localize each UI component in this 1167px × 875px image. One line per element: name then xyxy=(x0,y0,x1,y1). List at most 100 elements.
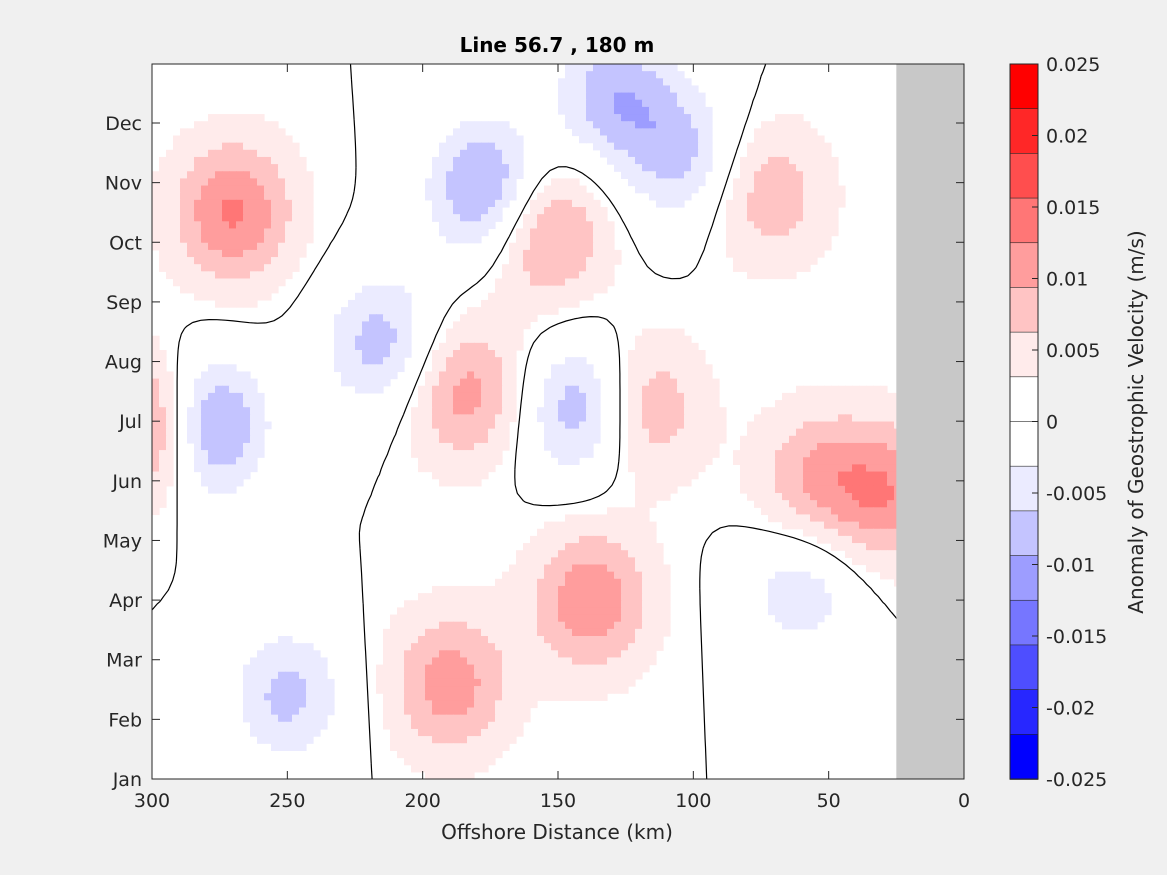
contour-cell xyxy=(614,543,622,551)
contour-cell xyxy=(656,392,664,401)
contour-cell xyxy=(866,471,874,480)
contour-cell xyxy=(803,264,811,272)
contour-cell xyxy=(264,185,272,194)
contour-cell xyxy=(460,400,468,408)
contour-cell xyxy=(516,164,524,172)
contour-cell xyxy=(628,428,636,437)
contour-cell xyxy=(698,385,706,394)
contour-cell xyxy=(292,657,300,666)
contour-cell xyxy=(502,371,510,380)
contour-cell xyxy=(684,364,692,373)
contour-cell xyxy=(187,435,195,444)
contour-cell xyxy=(761,221,769,230)
contour-cell xyxy=(698,371,706,380)
contour-cell xyxy=(488,736,496,744)
contour-cell xyxy=(691,128,699,137)
contour-cell xyxy=(789,428,797,437)
contour-cell xyxy=(789,621,797,630)
contour-cell xyxy=(621,156,629,165)
contour-cell xyxy=(852,507,860,516)
contour-cell xyxy=(782,164,790,172)
contour-cell xyxy=(593,671,601,680)
contour-cell xyxy=(565,242,573,251)
contour-cell xyxy=(698,99,706,108)
contour-cell xyxy=(467,636,475,644)
contour-cell xyxy=(600,535,608,544)
contour-cell xyxy=(243,471,251,480)
contour-cell xyxy=(838,500,846,508)
contour-cell xyxy=(838,428,846,437)
contour-cell xyxy=(789,135,797,144)
contour-cell xyxy=(439,585,447,594)
contour-cell xyxy=(579,106,587,115)
contour-cell xyxy=(173,142,181,151)
contour-cell xyxy=(565,264,573,272)
contour-cell xyxy=(425,378,433,387)
contour-cell xyxy=(628,457,636,465)
contour-cell xyxy=(390,328,398,337)
contour-cell xyxy=(159,385,167,394)
contour-cell xyxy=(698,400,706,408)
contour-cell xyxy=(243,221,251,230)
contour-cell xyxy=(565,585,573,594)
contour-cell xyxy=(551,400,559,408)
contour-cell xyxy=(250,257,258,265)
contour-cell xyxy=(768,493,776,501)
contour-cell xyxy=(607,278,615,287)
contour-cell xyxy=(474,721,482,730)
contour-cell xyxy=(299,249,307,258)
contour-cell xyxy=(754,142,762,151)
contour-cell xyxy=(446,693,454,701)
contour-cell xyxy=(292,142,300,151)
contour-cell xyxy=(579,636,587,644)
contour-cell xyxy=(180,135,188,144)
contour-cell xyxy=(243,257,251,265)
contour-cell xyxy=(684,85,692,94)
contour-cell xyxy=(460,364,468,373)
contour-cell xyxy=(502,149,510,158)
contour-cell xyxy=(439,671,447,680)
contour-cell xyxy=(390,621,398,630)
contour-cell xyxy=(628,114,636,122)
contour-cell xyxy=(271,249,279,258)
contour-cell xyxy=(502,128,510,137)
contour-cell xyxy=(404,607,412,616)
contour-cell xyxy=(628,135,636,144)
contour-cell xyxy=(593,636,601,644)
contour-cell xyxy=(299,686,307,694)
contour-cell xyxy=(404,671,412,680)
contour-cell xyxy=(215,142,223,151)
contour-cell xyxy=(817,485,825,494)
contour-cell xyxy=(803,450,811,458)
contour-cell xyxy=(474,607,482,616)
contour-cell xyxy=(299,700,307,709)
contour-cell xyxy=(572,392,580,401)
contour-cell xyxy=(187,199,195,208)
contour-cell xyxy=(215,285,223,294)
contour-cell xyxy=(873,421,881,430)
contour-cell xyxy=(418,435,426,444)
contour-cell xyxy=(691,435,699,444)
contour-cell xyxy=(481,643,489,651)
contour-cell xyxy=(677,471,685,480)
contour-cell xyxy=(418,657,426,666)
contour-cell xyxy=(509,299,517,308)
contour-cell xyxy=(803,214,811,222)
contour-cell xyxy=(467,643,475,651)
contour-cell xyxy=(656,328,664,337)
contour-cell xyxy=(579,614,587,623)
contour-cell xyxy=(292,235,300,244)
contour-cell xyxy=(775,400,783,408)
contour-cell xyxy=(467,743,475,751)
contour-cell xyxy=(516,557,524,566)
contour-cell xyxy=(705,128,713,137)
contour-cell xyxy=(803,464,811,473)
contour-cell xyxy=(488,585,496,594)
contour-cell xyxy=(782,121,790,129)
contour-cell xyxy=(817,521,825,530)
contour-cell xyxy=(803,442,811,451)
contour-cell xyxy=(586,285,594,294)
contour-cell xyxy=(523,700,531,709)
contour-cell xyxy=(586,99,594,108)
contour-cell xyxy=(761,149,769,158)
